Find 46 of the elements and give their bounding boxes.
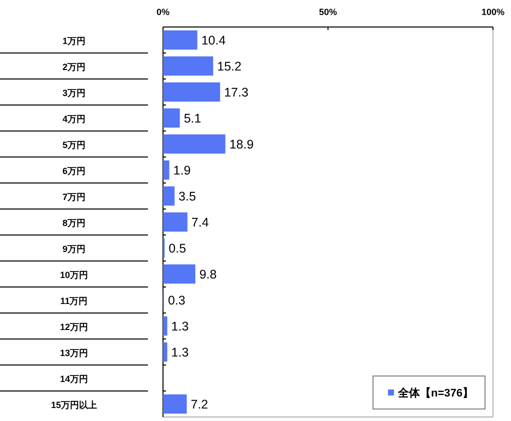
y-tick-label: 8万円 [62, 218, 86, 228]
y-tick-label: 11万円 [60, 296, 88, 306]
data-label: 18.9 [229, 138, 254, 152]
x-tick-label: 100% [481, 7, 505, 17]
bar [163, 82, 220, 102]
bar [163, 160, 170, 180]
bar [163, 56, 214, 76]
bar [163, 316, 168, 336]
y-tick-label: 14万円 [60, 374, 88, 384]
x-tick-label: 50% [318, 7, 338, 17]
bar [163, 186, 175, 206]
legend: 全体【n=376】 [372, 376, 486, 410]
y-tick-label: 7万円 [62, 192, 86, 202]
y-tick-label: 3万円 [62, 88, 86, 98]
x-tick-label: 0% [156, 7, 170, 17]
bar [163, 394, 187, 414]
data-label: 5.1 [184, 112, 202, 126]
data-label: 17.3 [224, 86, 248, 100]
bar [163, 342, 168, 362]
data-label: 9.8 [199, 268, 217, 282]
y-tick-label: 15万円以上 [50, 400, 98, 410]
y-tick-label: 4万円 [62, 114, 86, 124]
bar [163, 212, 188, 232]
data-label: 0.3 [168, 294, 186, 308]
data-label: 1.3 [171, 346, 189, 360]
data-label: 15.2 [217, 60, 242, 74]
y-tick-label: 10万円 [60, 270, 88, 280]
y-tick-label: 5万円 [62, 140, 86, 150]
y-tick-label: 12万円 [60, 322, 88, 332]
data-label: 1.9 [173, 164, 191, 178]
legend-label: 全体【n=376】 [397, 386, 474, 400]
y-tick-label: 6万円 [62, 166, 86, 176]
bar [163, 264, 196, 284]
data-label: 3.5 [178, 190, 196, 204]
bar [163, 108, 180, 128]
y-tick-label: 1万円 [62, 36, 86, 46]
data-label: 7.2 [190, 398, 208, 412]
y-tick-label: 2万円 [62, 62, 86, 72]
data-label: 0.5 [168, 242, 186, 256]
y-tick-label: 9万円 [62, 244, 86, 254]
bar [163, 134, 226, 154]
bar [163, 30, 198, 50]
data-label: 7.4 [191, 216, 209, 230]
data-label: 10.4 [201, 34, 226, 48]
data-label: 1.3 [171, 320, 189, 334]
y-tick-label: 13万円 [60, 348, 88, 358]
